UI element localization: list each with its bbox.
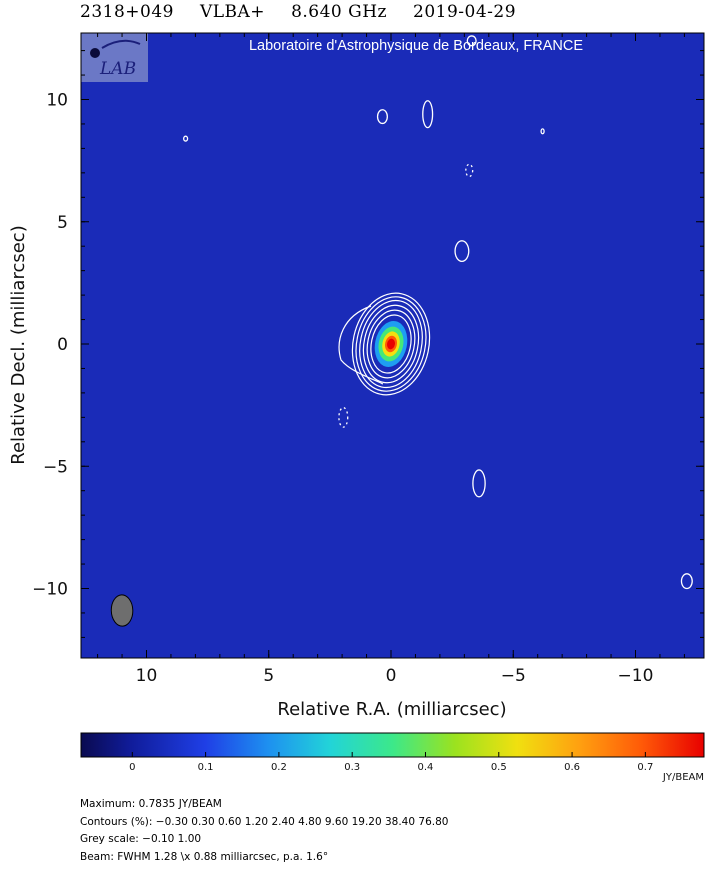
colorbar-tick-label: 0.5 — [491, 762, 507, 773]
colorbar-tick-label: 0.6 — [564, 762, 580, 773]
colorbar: 0 0.1 0.2 0.3 0.4 0.5 0.6 0.7 JY/BEAM — [80, 732, 705, 783]
main-contour-3 — [362, 304, 420, 384]
maximum-line: Maximum: 0.7835 JY/BEAM — [80, 798, 222, 810]
source-name: 2318+049 — [80, 2, 174, 22]
main-contour-outer — [338, 305, 384, 385]
main-contour-0 — [351, 292, 431, 396]
minor-contour-4 — [540, 128, 545, 135]
svg-text:LAB: LAB — [99, 59, 136, 79]
minor-contour-0 — [376, 109, 388, 125]
colorbar-tick-label: 0.4 — [418, 762, 434, 773]
minor-contour-7 — [338, 406, 349, 428]
y-axis-label: Relative Decl. (milliarcsec) — [8, 225, 29, 464]
x-tick-label: 0 — [386, 666, 397, 686]
x-tick-label: −10 — [618, 666, 654, 686]
colorbar-tick-label: 0.1 — [198, 762, 214, 773]
contours-line: Contours (%): −0.30 0.30 0.60 1.20 2.40 … — [80, 815, 449, 828]
beam-ellipse — [110, 594, 134, 627]
y-tick-label: −5 — [43, 457, 68, 477]
minor-contour-8 — [472, 469, 486, 498]
colorbar-tick-label: 0.3 — [344, 762, 360, 773]
x-tick-label: −5 — [501, 666, 526, 686]
map-info-footer: Maximum: 0.7835 JY/BEAM Contours (%): −0.… — [80, 796, 448, 866]
y-tick-label: 10 — [46, 91, 68, 111]
colorbar-tick-label: 0.7 — [637, 762, 653, 773]
main-contour-4 — [366, 309, 416, 379]
minor-contour-9 — [680, 573, 693, 590]
x-tick-label: 10 — [136, 666, 158, 686]
frequency: 8.640 GHz — [291, 2, 387, 22]
array-name: VLBA+ — [199, 2, 266, 22]
main-contour-5 — [370, 314, 412, 374]
minor-contour-1 — [422, 100, 434, 129]
plot-frame — [80, 32, 705, 659]
colorbar-gradient — [80, 732, 705, 758]
lab-logo: LAB — [81, 33, 148, 82]
plot-header: 2318+049 VLBA+ 8.640 GHz 2019-04-29 — [80, 2, 542, 22]
colorbar-unit: JY/BEAM — [662, 772, 704, 783]
y-tick-label: −10 — [32, 580, 68, 600]
main-contour-2 — [359, 299, 423, 389]
axes: 10 5 0 −5 −10 10 5 0 −5 −10 — [32, 33, 704, 686]
y-tick-label: 5 — [57, 213, 68, 233]
minor-contour-2 — [466, 35, 477, 47]
observation-date: 2019-04-29 — [413, 2, 517, 22]
grey-scale-line: Grey scale: −0.10 1.00 — [80, 833, 202, 845]
x-axis-label: Relative R.A. (milliarcsec) — [277, 699, 506, 720]
beam-line: Beam: FWHM 1.28 \x 0.88 milliarcsec, p.a… — [80, 850, 329, 863]
y-tick-label: 0 — [57, 335, 68, 355]
minor-contour-5 — [465, 163, 474, 178]
map-content — [110, 35, 693, 627]
x-tick-label: 5 — [263, 666, 274, 686]
institution-banner: Laboratoire d'Astrophysique de Bordeaux,… — [249, 38, 583, 54]
main-contour-1 — [355, 296, 427, 392]
peak-core — [388, 340, 394, 348]
colorbar-tick-label: 0 — [129, 762, 135, 773]
minor-contour-6 — [454, 240, 470, 263]
colorbar-tick-label: 0.2 — [271, 762, 287, 773]
minor-contour-3 — [183, 135, 189, 142]
